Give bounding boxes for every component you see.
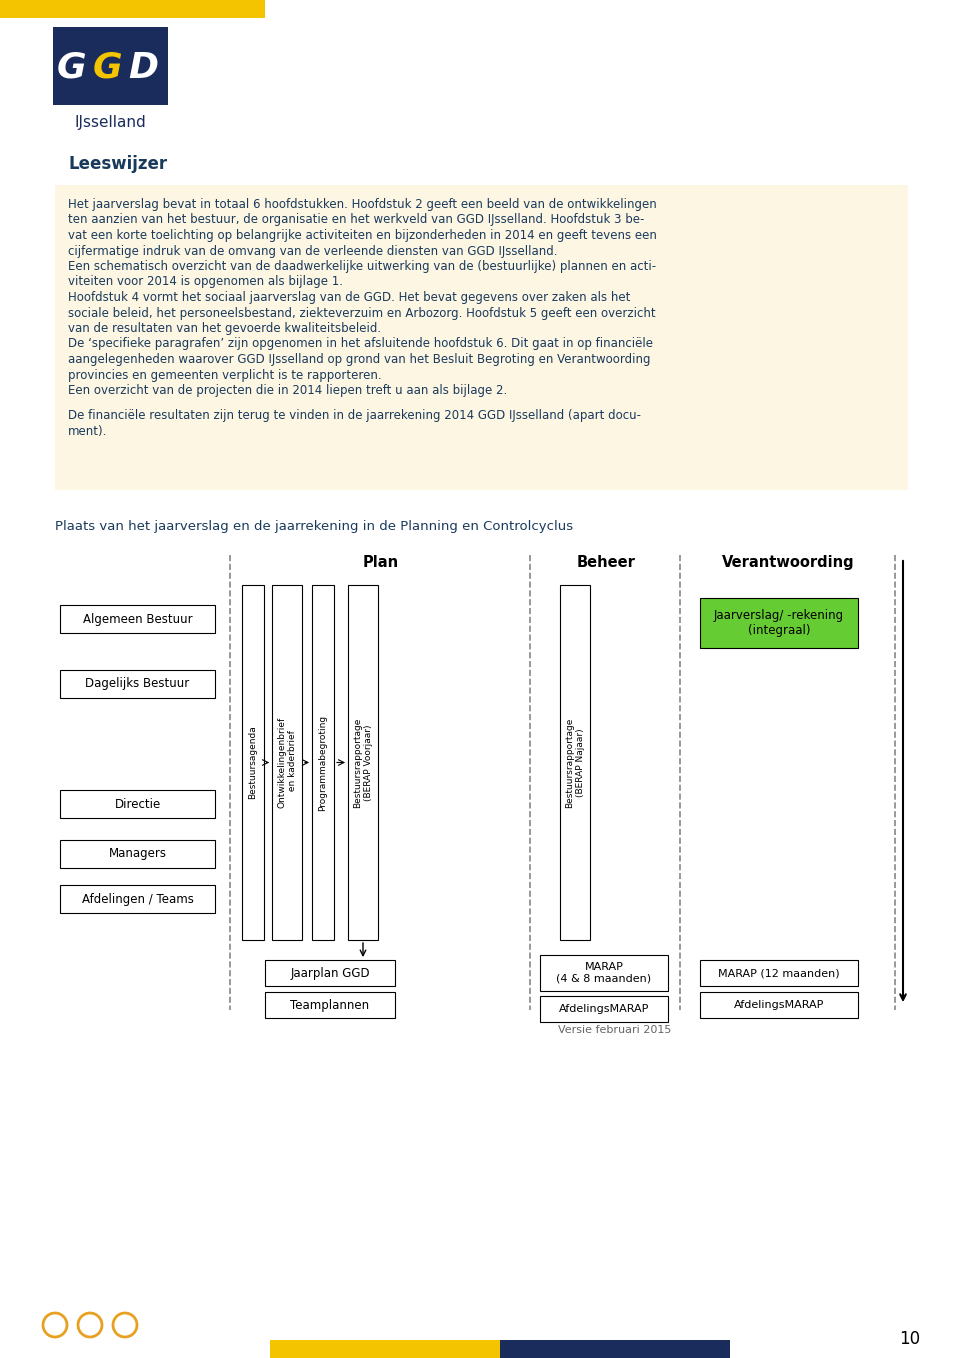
Bar <box>53 27 168 105</box>
Text: Teamplannen: Teamplannen <box>291 998 370 1012</box>
Text: Dagelijks Bestuur: Dagelijks Bestuur <box>85 678 190 690</box>
Text: Verantwoording: Verantwoording <box>722 555 854 570</box>
Text: Leeswijzer: Leeswijzer <box>68 155 167 172</box>
Bar <box>60 669 215 698</box>
Bar <box>700 598 858 648</box>
Text: ten aanzien van het bestuur, de organisatie en het werkveld van GGD IJsselland. : ten aanzien van het bestuur, de organisa… <box>68 213 644 227</box>
Bar <box>55 185 908 490</box>
Text: IJsselland: IJsselland <box>75 115 146 130</box>
Text: Programmabegroting: Programmabegroting <box>319 714 327 811</box>
Text: De financiële resultaten zijn terug te vinden in de jaarrekening 2014 GGD IJssel: De financiële resultaten zijn terug te v… <box>68 410 641 422</box>
Bar <box>560 585 590 940</box>
Bar <box>700 960 858 986</box>
Bar <box>265 991 395 1018</box>
Bar <box>348 585 378 940</box>
Text: viteiten voor 2014 is opgenomen als bijlage 1.: viteiten voor 2014 is opgenomen als bijl… <box>68 276 343 288</box>
Text: Afdelingen / Teams: Afdelingen / Teams <box>82 892 193 906</box>
Text: De ‘specifieke paragrafen’ zijn opgenomen in het afsluitende hoofdstuk 6. Dit ga: De ‘specifieke paragrafen’ zijn opgenome… <box>68 338 653 350</box>
Text: Plaats van het jaarverslag en de jaarrekening in de Planning en Controlcyclus: Plaats van het jaarverslag en de jaarrek… <box>55 520 573 532</box>
Text: Plan: Plan <box>363 555 399 570</box>
Bar <box>270 1340 500 1358</box>
Text: vat een korte toelichting op belangrijke activiteiten en bijzonderheden in 2014 : vat een korte toelichting op belangrijke… <box>68 230 657 242</box>
Bar <box>540 995 668 1023</box>
Text: MARAP
(4 & 8 maanden): MARAP (4 & 8 maanden) <box>557 963 652 983</box>
Bar <box>700 991 858 1018</box>
Text: Jaarverslag/ -rekening
(integraal): Jaarverslag/ -rekening (integraal) <box>714 608 844 637</box>
Bar <box>60 790 215 818</box>
Bar <box>0 0 265 18</box>
Bar <box>265 960 395 986</box>
Text: Algemeen Bestuur: Algemeen Bestuur <box>83 612 192 626</box>
Text: Jaarplan GGD: Jaarplan GGD <box>290 967 370 979</box>
Text: Managers: Managers <box>108 847 166 861</box>
Bar <box>500 1340 730 1358</box>
Text: AfdelingsMARAP: AfdelingsMARAP <box>559 1004 649 1014</box>
Text: D: D <box>128 52 158 86</box>
Text: van de resultaten van het gevoerde kwaliteitsbeleid.: van de resultaten van het gevoerde kwali… <box>68 322 381 335</box>
Text: G: G <box>57 52 85 86</box>
Text: cijfermatige indruk van de omvang van de verleende diensten van GGD IJsselland.: cijfermatige indruk van de omvang van de… <box>68 244 558 258</box>
Bar <box>272 585 302 940</box>
Bar <box>60 841 215 868</box>
Bar <box>60 885 215 913</box>
Text: Hoofdstuk 4 vormt het sociaal jaarverslag van de GGD. Het bevat gegevens over za: Hoofdstuk 4 vormt het sociaal jaarversla… <box>68 291 631 304</box>
Text: AfdelingsMARAP: AfdelingsMARAP <box>733 999 825 1010</box>
Bar <box>242 585 264 940</box>
Bar <box>540 955 668 991</box>
Text: Beheer: Beheer <box>577 555 636 570</box>
Bar <box>60 606 215 633</box>
Text: Het jaarverslag bevat in totaal 6 hoofdstukken. Hoofdstuk 2 geeft een beeld van : Het jaarverslag bevat in totaal 6 hoofds… <box>68 198 657 210</box>
Text: Bestuursrapportage
(BERAP Najaar): Bestuursrapportage (BERAP Najaar) <box>565 717 585 808</box>
Text: 10: 10 <box>899 1329 920 1348</box>
Text: Een overzicht van de projecten die in 2014 liepen treft u aan als bijlage 2.: Een overzicht van de projecten die in 20… <box>68 384 507 397</box>
Text: Versie februari 2015: Versie februari 2015 <box>559 1025 672 1035</box>
Text: MARAP (12 maanden): MARAP (12 maanden) <box>718 968 840 978</box>
Text: Directie: Directie <box>114 797 160 811</box>
Text: Ontwikkelingenbrief
 en kaderbrief: Ontwikkelingenbrief en kaderbrief <box>277 717 297 808</box>
Text: Een schematisch overzicht van de daadwerkelijke uitwerking van de (bestuurlijke): Een schematisch overzicht van de daadwer… <box>68 259 656 273</box>
Text: G: G <box>93 52 123 86</box>
Text: sociale beleid, het personeelsbestand, ziekteverzuim en Arbozorg. Hoofdstuk 5 ge: sociale beleid, het personeelsbestand, z… <box>68 307 656 319</box>
Text: Bestuursrapportage
(BERAP Voorjaar): Bestuursrapportage (BERAP Voorjaar) <box>353 717 372 808</box>
Text: aangelegenheden waarover GGD IJsselland op grond van het Besluit Begroting en Ve: aangelegenheden waarover GGD IJsselland … <box>68 353 651 367</box>
Text: ment).: ment). <box>68 425 108 439</box>
Text: Bestuursagenda: Bestuursagenda <box>249 725 257 800</box>
Bar <box>312 585 334 940</box>
Text: provincies en gemeenten verplicht is te rapporteren.: provincies en gemeenten verplicht is te … <box>68 368 382 382</box>
